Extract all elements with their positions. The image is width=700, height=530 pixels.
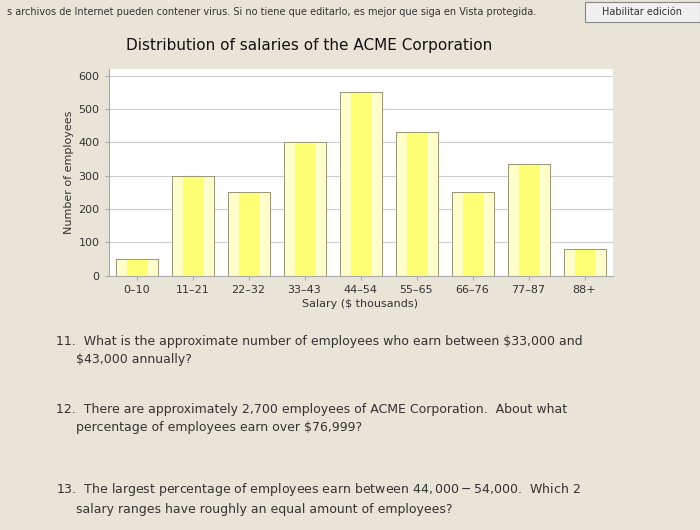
Text: Distribution of salaries of the ACME Corporation: Distribution of salaries of the ACME Cor… <box>126 38 492 52</box>
Text: s archivos de Internet pueden contener virus. Si no tiene que editarlo, es mejor: s archivos de Internet pueden contener v… <box>7 7 536 17</box>
Bar <box>127 259 146 276</box>
Bar <box>508 164 550 276</box>
X-axis label: Salary ($ thousands): Salary ($ thousands) <box>302 299 419 309</box>
Bar <box>463 192 482 276</box>
FancyBboxPatch shape <box>584 2 700 22</box>
Bar <box>183 175 202 276</box>
Bar <box>564 249 606 276</box>
Y-axis label: Number of employees: Number of employees <box>64 111 74 234</box>
Bar <box>116 259 158 276</box>
Bar <box>228 192 270 276</box>
Bar <box>508 164 550 276</box>
Text: 12.  There are approximately 2,700 employees of ACME Corporation.  About what
  : 12. There are approximately 2,700 employ… <box>56 403 567 434</box>
Bar <box>452 192 493 276</box>
Bar <box>172 175 214 276</box>
Bar <box>564 249 606 276</box>
Bar <box>519 164 538 276</box>
Bar <box>284 142 326 276</box>
Bar <box>452 192 493 276</box>
Bar <box>351 92 370 276</box>
Bar <box>575 249 594 276</box>
Bar <box>395 132 438 276</box>
Bar <box>407 132 426 276</box>
Bar <box>395 132 438 276</box>
Text: 11.  What is the approximate number of employees who earn between $33,000 and
  : 11. What is the approximate number of em… <box>56 335 582 366</box>
Bar <box>228 192 270 276</box>
Bar <box>172 175 214 276</box>
Bar <box>295 142 314 276</box>
Bar <box>239 192 258 276</box>
Bar <box>340 92 382 276</box>
Bar <box>340 92 382 276</box>
Bar <box>116 259 158 276</box>
Text: 13.  The largest percentage of employees earn between $44,000-$54,000.  Which 2
: 13. The largest percentage of employees … <box>56 481 581 516</box>
Bar <box>284 142 326 276</box>
Text: Habilitar edición: Habilitar edición <box>602 7 682 17</box>
